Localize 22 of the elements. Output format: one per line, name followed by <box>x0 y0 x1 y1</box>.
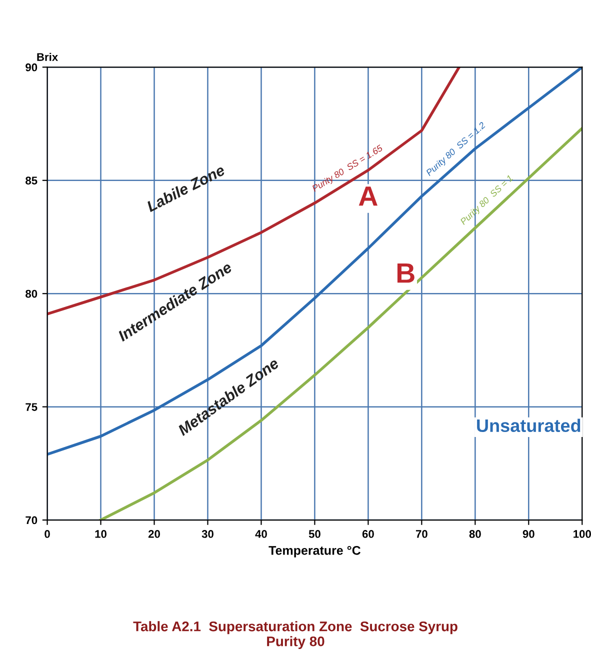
x-axis-title: Temperature °C <box>268 546 361 558</box>
y-tick-label: 80 <box>26 290 38 298</box>
x-tick-label: 90 <box>522 530 534 538</box>
annotation: A <box>358 186 378 206</box>
y-tick-label: 90 <box>26 63 38 72</box>
x-tick-label: 100 <box>574 530 591 538</box>
y-tick-label: 70 <box>26 516 38 524</box>
caption: Table A2.1 Supersaturation Zone Sucrose Syrup Purity 80 <box>133 621 458 650</box>
x-tick-label: 10 <box>95 530 106 538</box>
x-tick-label: 0 <box>44 530 50 538</box>
x-tick-label: 80 <box>469 530 481 538</box>
y-tick-label: 85 <box>26 176 38 185</box>
y-tick-label: 75 <box>26 403 38 411</box>
x-tick-label: 20 <box>148 530 160 538</box>
annotation: B <box>397 264 414 283</box>
annotation: Unsaturated <box>477 418 580 432</box>
x-tick-label: 50 <box>308 530 320 538</box>
x-tick-label: 60 <box>362 530 374 538</box>
x-tick-label: 70 <box>416 530 428 538</box>
x-tick-label: 30 <box>202 530 214 538</box>
y-axis-title: Brix <box>37 52 58 61</box>
x-tick-label: 40 <box>255 530 267 538</box>
